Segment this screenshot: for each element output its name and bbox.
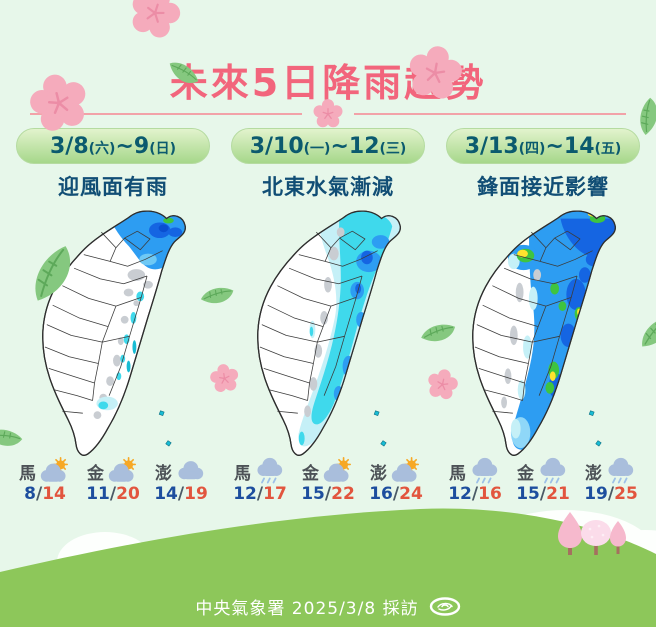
island-temps: 19/25: [584, 484, 638, 504]
cherry-blossom-icon: [207, 361, 242, 396]
footer-credit: 中央氣象署 2025/3/8 採訪: [0, 594, 656, 619]
island-forecast-matsu: 馬 12/17: [231, 458, 289, 504]
panel-subtitle: 鋒面接近影響: [477, 175, 609, 199]
rainy-icon: [467, 457, 501, 485]
island-temps: 14/19: [154, 484, 208, 504]
pink-tree-icon: [610, 521, 626, 554]
offshore-islands-row: 馬 12/16 金 15/21 澎 19/25: [446, 458, 640, 504]
island-name: 金: [302, 463, 319, 484]
forecast-panel-2: 3/10 (一) ~12 (三) 北東水氣漸減: [226, 128, 431, 504]
taiwan-rain-map-1: [13, 203, 213, 456]
island-temps: 11/20: [86, 484, 140, 504]
offshore-islands-row: 馬 12/17 金 15/22 澎 16/24: [231, 458, 425, 504]
taiwan-rain-map-2: [228, 203, 428, 456]
round-tree-icon: [581, 520, 611, 555]
island-forecast-matsu: 馬 8/14: [16, 458, 74, 504]
island-name: 金: [517, 463, 534, 484]
hill-graphic: [0, 508, 656, 627]
cwa-logo-icon: [429, 597, 460, 616]
date-weekday: (六): [88, 141, 116, 157]
cherry-blossom-icon: [401, 39, 468, 106]
title-divider: [30, 96, 626, 132]
island-forecast-matsu: 馬 12/16: [446, 458, 504, 504]
date-main: ~9: [115, 134, 150, 159]
date-range-pill: 3/8 (六) ~9 (日): [16, 128, 210, 164]
date-main: 3/8: [50, 134, 89, 159]
date-weekday: (一): [303, 141, 331, 157]
island-name: 澎: [585, 463, 602, 484]
partly-sunny-icon: [37, 457, 71, 485]
island-temps: 15/21: [516, 484, 570, 504]
island-forecast-penghu: 澎 16/24: [367, 458, 425, 504]
island-temps: 15/22: [301, 484, 355, 504]
island-temps: 12/16: [448, 484, 502, 504]
island-name: 馬: [19, 463, 36, 484]
date-weekday: (五): [594, 141, 622, 157]
partly-sunny-icon: [320, 457, 354, 485]
island-name: 金: [87, 463, 104, 484]
leaf-icon: [419, 318, 457, 348]
date-weekday: (三): [379, 141, 407, 157]
island-name: 澎: [370, 463, 387, 484]
panel-subtitle: 北東水氣漸減: [262, 175, 394, 199]
partly-sunny-icon: [105, 457, 139, 485]
footer-scene: [0, 508, 656, 627]
date-main: 3/13: [464, 134, 519, 159]
rainy-icon: [603, 457, 637, 485]
cloudy-icon: [173, 457, 207, 485]
date-range-pill: 3/13 (四) ~14 (五): [446, 128, 640, 164]
divider-line-left: [30, 113, 302, 115]
date-main: ~14: [545, 134, 595, 159]
cherry-blossom-icon: [121, 0, 189, 47]
island-name: 澎: [155, 463, 172, 484]
partly-sunny-icon: [388, 457, 422, 485]
island-forecast-kinmen: 金 11/20: [84, 458, 142, 504]
date-weekday: (日): [149, 141, 176, 157]
rainy-icon: [252, 457, 286, 485]
pink-tree-icon: [558, 512, 582, 555]
panel-subtitle: 迎風面有雨: [58, 175, 168, 199]
date-weekday: (四): [518, 141, 546, 157]
island-temps: 12/17: [233, 484, 287, 504]
island-forecast-penghu: 澎 14/19: [152, 458, 210, 504]
date-range-pill: 3/10 (一) ~12 (三): [231, 128, 425, 164]
cherry-blossom-icon: [312, 98, 344, 130]
taiwan-rain-map-3: [443, 203, 643, 456]
rainy-icon: [535, 457, 569, 485]
cherry-blossom-icon: [423, 365, 462, 404]
date-main: ~12: [330, 134, 380, 159]
island-name: 馬: [234, 463, 251, 484]
island-temps: 8/14: [24, 484, 66, 504]
island-name: 馬: [449, 463, 466, 484]
island-forecast-kinmen: 金 15/21: [514, 458, 572, 504]
island-forecast-penghu: 澎 19/25: [582, 458, 640, 504]
forecast-panels: 3/8 (六) ~9 (日) 迎風面有雨: [8, 128, 648, 504]
offshore-islands-row: 馬 8/14 金 11/20 澎 14/19: [16, 458, 210, 504]
divider-line-right: [354, 113, 626, 115]
leaf-icon: [198, 281, 235, 311]
forecast-panel-1: 3/8 (六) ~9 (日) 迎風面有雨: [11, 128, 216, 504]
island-temps: 16/24: [369, 484, 423, 504]
credit-text: 中央氣象署 2025/3/8 採訪: [195, 599, 419, 619]
island-forecast-kinmen: 金 15/22: [299, 458, 357, 504]
date-main: 3/10: [249, 134, 304, 159]
forecast-panel-3: 3/13 (四) ~14 (五) 鋒面接近影響: [441, 128, 646, 504]
